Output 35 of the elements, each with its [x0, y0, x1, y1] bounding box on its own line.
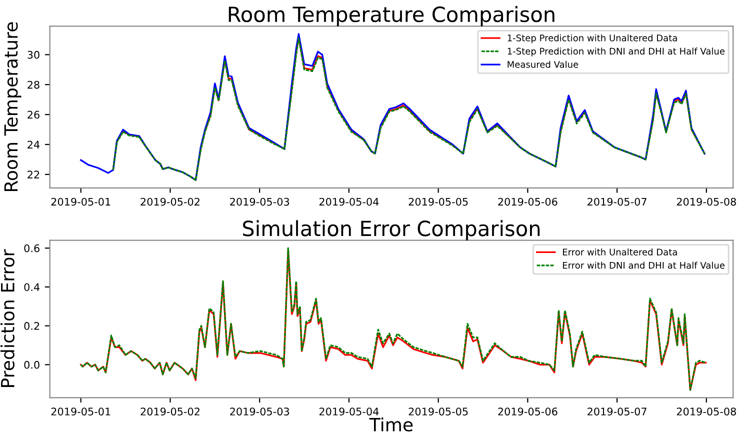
legend-label: Error with DNI and DHI at Half Value [563, 262, 724, 269]
y-tick-label: 0.0 [24, 360, 40, 369]
y-tick-label: 24 [28, 140, 40, 148]
y-tick-label: 0.6 [24, 244, 40, 252]
y-tick-label: 22 [28, 170, 40, 178]
legend-label: Measured Value [508, 60, 578, 68]
x-tick-label: 2019-05-07 [588, 408, 646, 416]
x-tick-label: 2019-05-08 [676, 198, 736, 206]
legend-label: 1-Step Prediction with DNI and DHI at Half Value [508, 48, 724, 56]
chart-title: Room Temperature Comparison [228, 6, 554, 26]
y-axis-title: Room Temperature [4, 22, 22, 192]
x-tick-label: 2019-05-04 [319, 408, 379, 416]
x-tick-label: 2019-05-07 [588, 198, 646, 206]
y-axis-title: Prediction Error [0, 249, 14, 387]
x-tick-label: 2019-05-08 [676, 408, 736, 416]
y-tick-label: 28 [28, 80, 40, 89]
x-tick-label: 2019-05-04 [319, 198, 379, 206]
y-tick-label: 0.4 [24, 283, 40, 292]
x-tick-label: 2019-05-03 [230, 198, 290, 206]
x-tick-label: 2019-05-05 [408, 408, 468, 416]
x-tick-label: 2019-05-02 [140, 408, 200, 416]
legend-label: Error with Unaltered Data [563, 248, 677, 256]
y-tick-label: 0.2 [24, 322, 40, 330]
x-tick-label: 2019-05-03 [230, 408, 290, 416]
legend-label: 1-Step Prediction with Unaltered Data [508, 34, 677, 44]
x-tick-label: 2019-05-05 [408, 198, 468, 206]
y-tick-label: 30 [28, 50, 40, 59]
x-tick-label: 2019-05-01 [51, 198, 110, 206]
y-tick-label: 26 [28, 110, 40, 119]
x-tick-label: 2019-05-01 [51, 408, 110, 416]
x-tick-label: 2019-05-02 [140, 198, 200, 206]
x-tick-label: 2019-05-06 [498, 198, 558, 206]
x-axis-title: Time [369, 417, 413, 432]
x-tick-label: 2019-05-06 [498, 408, 558, 416]
chart-title: Simulation Error Comparison [242, 220, 540, 240]
